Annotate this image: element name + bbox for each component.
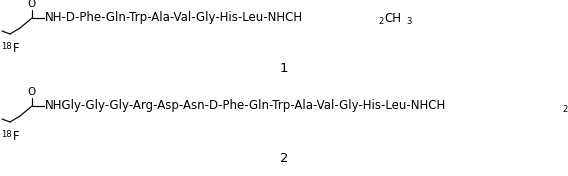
Text: 3: 3 [407, 17, 412, 26]
Text: O: O [28, 0, 36, 9]
Text: 2: 2 [563, 105, 568, 114]
Text: NHGly-Gly-Gly-Arg-Asp-Asn-D-Phe-Gln-Trp-Ala-Val-Gly-His-Leu-NHCH: NHGly-Gly-Gly-Arg-Asp-Asn-D-Phe-Gln-Trp-… [45, 99, 446, 112]
Text: O: O [28, 87, 36, 97]
Text: 2: 2 [280, 152, 288, 165]
Text: F: F [13, 42, 20, 55]
Text: NH-D-Phe-Gln-Trp-Ala-Val-Gly-His-Leu-NHCH: NH-D-Phe-Gln-Trp-Ala-Val-Gly-His-Leu-NHC… [45, 11, 303, 24]
Text: F: F [13, 130, 20, 143]
Text: 2: 2 [378, 17, 383, 26]
Text: 18: 18 [1, 42, 12, 51]
Text: CH: CH [385, 11, 402, 24]
Text: 1: 1 [280, 61, 288, 74]
Text: 18: 18 [1, 130, 12, 139]
